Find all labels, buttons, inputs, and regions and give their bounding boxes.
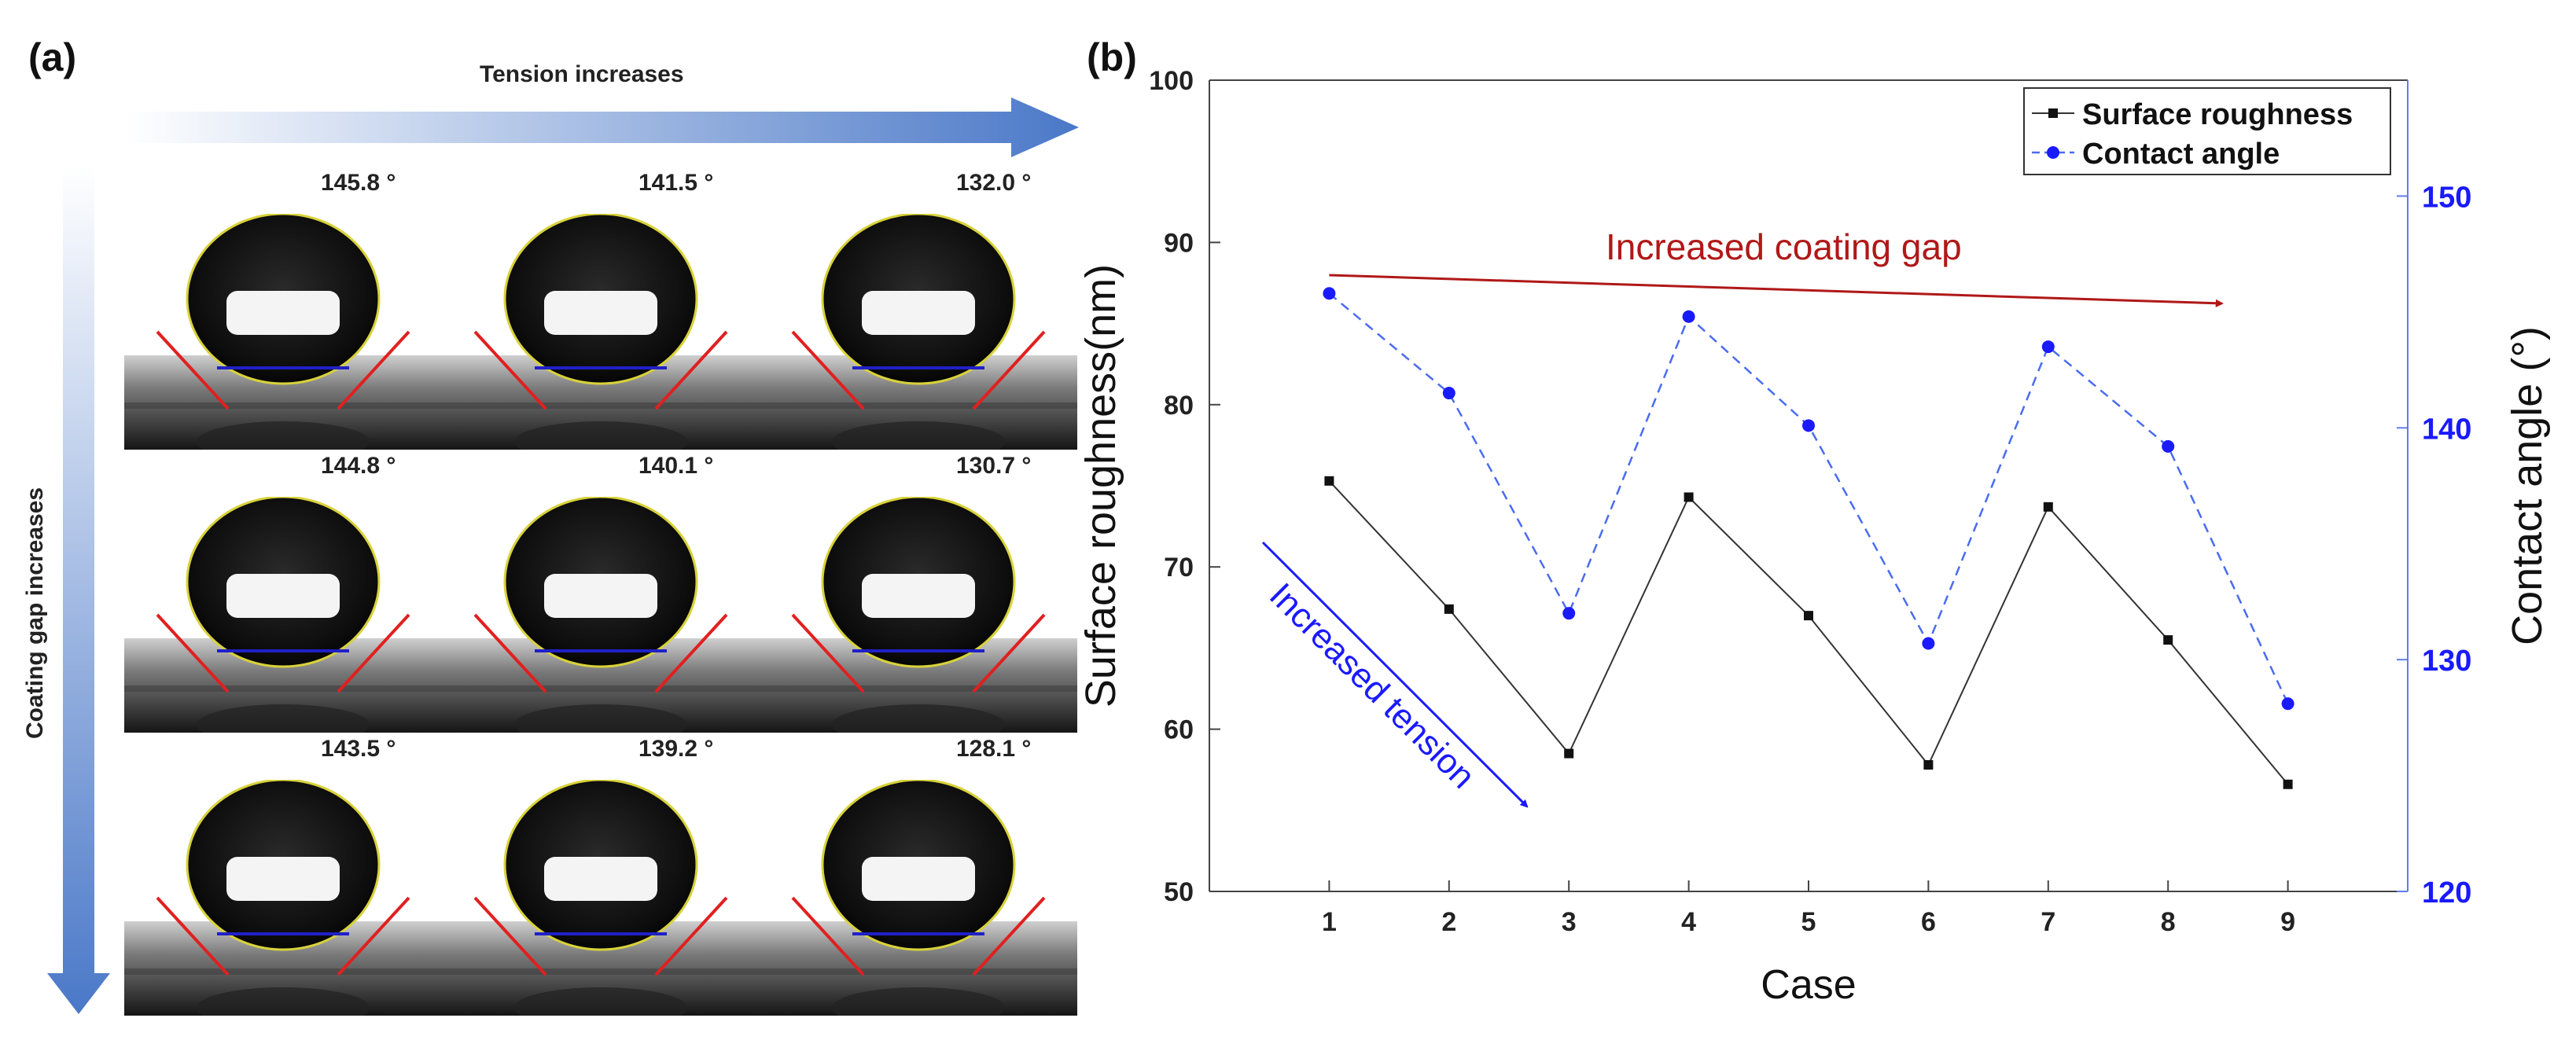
y2-tick-label: 120 xyxy=(2422,876,2471,910)
panel-a-label: (a) xyxy=(28,35,77,79)
surface-roughness-point xyxy=(1324,476,1334,486)
contact-angle-point xyxy=(2041,340,2055,354)
contact-angle-point xyxy=(1323,287,1336,300)
y-tick-label: 80 xyxy=(1164,391,1194,421)
droplet-photo xyxy=(442,497,760,733)
x-tick-label: 1 xyxy=(1322,907,1337,937)
droplet-photo xyxy=(442,780,760,1016)
legend-roughness-label: Surface roughness xyxy=(2082,98,2353,131)
droplet-photo xyxy=(760,497,1077,733)
contact-angle-point xyxy=(1922,637,1935,650)
surface-roughness-point xyxy=(1444,604,1454,614)
contact-angle-label: 140.1 ° xyxy=(638,453,714,479)
x-tick-label: 3 xyxy=(1562,907,1577,937)
contact-angle-point xyxy=(2162,439,2175,453)
droplet-image-grid: 145.8 ° 141.5 ° 132.0 ° 144.8 ° 140.1 ° 130.7… xyxy=(124,135,1077,1016)
legend-contact-label: Contact angle xyxy=(2082,138,2280,171)
contact-angle-label: 132.0 ° xyxy=(956,170,1032,196)
surface-roughness-point xyxy=(1684,492,1694,502)
contact-angle-label: 139.2 ° xyxy=(638,736,714,762)
y-tick-label: 50 xyxy=(1164,877,1194,907)
x-tick-label: 7 xyxy=(2041,907,2055,937)
y-tick-label: 90 xyxy=(1164,228,1194,258)
increased-coating-gap-arrow xyxy=(1329,274,2221,303)
contact-angle-label: 144.8 ° xyxy=(321,453,396,479)
panel-a-arrows xyxy=(47,97,1079,1014)
contact-angle-label: 143.5 ° xyxy=(321,736,396,762)
surface-roughness-point xyxy=(2043,502,2053,512)
x-tick-label: 5 xyxy=(1801,907,1816,937)
x-axis-title: Case xyxy=(1761,962,1856,1008)
y-tick-label: 60 xyxy=(1164,715,1194,745)
droplet-photo xyxy=(124,497,442,733)
contact-angle-label: 141.5 ° xyxy=(638,170,714,196)
y-tick-label: 70 xyxy=(1164,553,1194,582)
surface-roughness-point xyxy=(1564,748,1574,759)
droplet-photo xyxy=(124,214,442,450)
x-tick-label: 9 xyxy=(2280,907,2295,937)
contact-angle-line xyxy=(1328,292,2289,704)
contact-angle-label: 145.8 ° xyxy=(321,170,396,196)
y2-tick-label: 140 xyxy=(2422,413,2471,446)
contact-angle-point xyxy=(2281,697,2294,711)
x-tick-label: 8 xyxy=(2161,907,2176,937)
contact-angle-point xyxy=(1802,419,1815,432)
legend-contact-marker xyxy=(2047,146,2059,159)
x-tick-label: 4 xyxy=(1681,907,1696,937)
x-tick-label: 2 xyxy=(1441,907,1456,937)
contact-angle-point xyxy=(1562,607,1576,620)
droplet-photo xyxy=(760,780,1077,1016)
contact-angle-point xyxy=(1682,310,1695,323)
y2-axis-title: Contact angle (°) xyxy=(2504,326,2551,645)
increased-tension-arrow xyxy=(1261,541,1527,807)
tension-gradient-arrow xyxy=(126,97,1079,157)
surface-roughness-point xyxy=(1804,611,1813,621)
contact-angle-label: 130.7 ° xyxy=(956,453,1032,479)
coating-gap-gradient-arrow xyxy=(47,165,110,1014)
increased-coating-gap-annotation: Increased coating gap xyxy=(1606,226,1962,267)
surface-roughness-point xyxy=(1923,760,1934,770)
droplet-photo xyxy=(442,214,760,450)
tension-increases-label: Tension increases xyxy=(480,61,684,87)
panel-b-label: (b) xyxy=(1087,35,1137,79)
surface-roughness-point xyxy=(2283,779,2293,789)
legend-roughness-marker xyxy=(2048,108,2058,118)
contact-angle-label: 128.1 ° xyxy=(956,736,1032,762)
surface-roughness-point xyxy=(2163,635,2173,645)
y-axis-title: Surface roughness(nm) xyxy=(1077,264,1124,707)
legend-box xyxy=(2023,87,2391,175)
y-tick-label: 100 xyxy=(1149,66,1194,96)
droplet-photo xyxy=(124,780,442,1016)
y2-tick-label: 150 xyxy=(2422,181,2471,214)
droplet-photo xyxy=(760,214,1077,450)
surface-roughness-line xyxy=(1328,480,2289,785)
contact-angle-point xyxy=(1442,387,1455,400)
x-tick-label: 6 xyxy=(1921,907,1936,937)
y2-tick-label: 130 xyxy=(2422,645,2471,678)
